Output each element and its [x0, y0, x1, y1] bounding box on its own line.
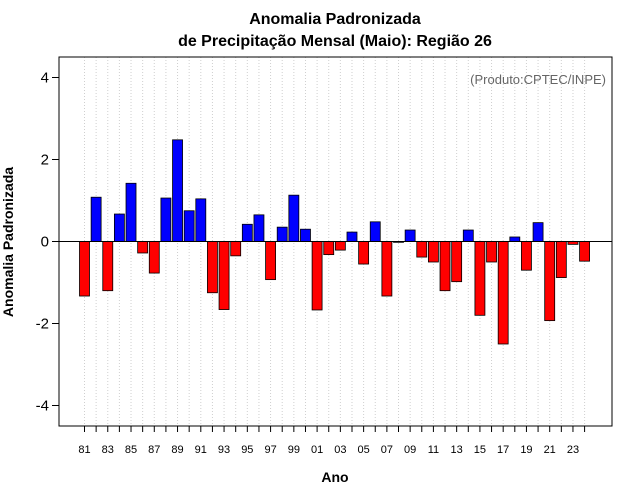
bar-96 [253, 214, 265, 242]
bar-03 [334, 241, 346, 251]
x-tick-label: 01 [311, 444, 323, 456]
y-axis-title: Anomalia Padronizada [0, 167, 16, 317]
x-tick-label: 87 [148, 444, 160, 456]
x-tick-label: 89 [171, 444, 183, 456]
bar-00 [300, 228, 311, 242]
bar-14 [462, 229, 474, 242]
bar-12 [439, 241, 451, 292]
bar-11 [427, 241, 439, 263]
bar-93 [218, 241, 230, 310]
bar-86 [137, 241, 149, 254]
bar-94 [230, 241, 242, 257]
bar-07 [381, 241, 393, 297]
bar-09 [404, 229, 416, 242]
x-tick-label: 95 [241, 444, 253, 456]
bar-88 [160, 197, 172, 242]
bar-04 [346, 231, 358, 242]
x-tick-label: 05 [357, 444, 369, 456]
bars-layer [79, 139, 590, 345]
x-tick-label: 81 [78, 444, 90, 456]
source-note: (Produto:CPTEC/INPE) [470, 72, 606, 87]
bar-89 [172, 139, 183, 242]
x-tick-label: 15 [474, 444, 486, 456]
bar-01 [311, 241, 323, 311]
x-tick-label: 21 [544, 444, 556, 456]
bar-98 [276, 226, 288, 242]
x-tick-label: 23 [567, 444, 579, 456]
bar-10 [416, 241, 428, 258]
x-axis: 81 83 85 87 89 91 93 95 97 99 01 03 05 07 09 11 13 15 17 19… [78, 426, 586, 456]
y-tick-label: 4 [41, 70, 49, 87]
chart-title-line1: Anomalia Padronizada [249, 11, 421, 28]
y-tick-label: 2 [41, 152, 49, 169]
bar-84 [113, 213, 125, 242]
bar-92 [207, 241, 218, 294]
x-axis-title: Ano [321, 469, 348, 485]
x-tick-label: 11 [428, 444, 439, 456]
bar-91 [195, 198, 207, 242]
bar-87 [148, 241, 160, 274]
bar-95 [241, 223, 253, 242]
bar-99 [288, 194, 300, 242]
bar-15 [474, 241, 486, 316]
bar-13 [451, 241, 463, 283]
x-tick-label: 97 [264, 444, 276, 456]
bar-02 [323, 241, 335, 256]
bar-82 [90, 196, 102, 242]
x-tick-label: 13 [451, 444, 463, 456]
bar-83 [102, 241, 114, 292]
x-tick-label: 17 [497, 444, 509, 456]
bar-97 [265, 241, 276, 281]
x-tick-label: 93 [218, 444, 230, 456]
x-tick-label: 09 [404, 444, 416, 456]
bar-85 [125, 182, 137, 242]
y-tick-label: -4 [36, 398, 49, 415]
x-tick-label: 19 [520, 444, 532, 456]
chart-title-line2: de Precipitação Mensal (Maio): Região 26 [178, 33, 492, 50]
x-tick-label: 07 [381, 444, 393, 456]
bar-24 [579, 241, 590, 262]
bar-06 [369, 221, 381, 242]
y-tick-label: 0 [41, 234, 49, 251]
x-tick-label: 85 [125, 444, 137, 456]
y-tick-label: -2 [36, 316, 49, 333]
x-tick-label: 99 [288, 444, 300, 456]
bar-21 [544, 241, 556, 322]
bar-90 [183, 210, 195, 242]
x-tick-label: 03 [334, 444, 346, 456]
bar-22 [555, 241, 567, 278]
x-tick-label: 83 [102, 444, 114, 456]
bar-16 [486, 241, 497, 263]
bar-81 [79, 241, 90, 297]
bar-19 [521, 241, 532, 271]
y-axis: -4 -2 0 2 4 [36, 70, 59, 415]
x-tick-label: 91 [195, 444, 207, 456]
bar-18 [509, 236, 521, 242]
bar-17 [497, 241, 509, 345]
bar-05 [358, 241, 370, 265]
bar-20 [532, 222, 544, 242]
